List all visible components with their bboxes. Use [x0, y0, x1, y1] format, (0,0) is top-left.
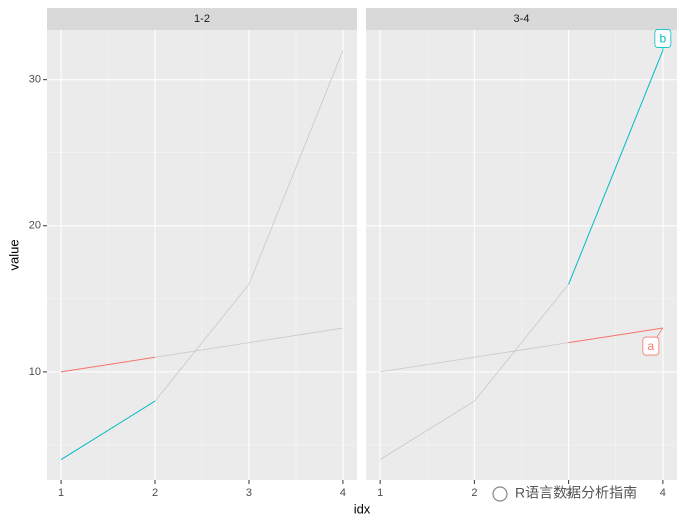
x-tick-label: 2 — [152, 487, 158, 499]
strip-title: 3-4 — [514, 13, 530, 25]
series-line — [568, 327, 663, 344]
series-line — [568, 50, 664, 285]
series-line — [61, 356, 156, 373]
y-tick-label: 10 — [29, 366, 41, 378]
watermark: R语言数据分析指南 — [515, 485, 637, 501]
label-box — [642, 336, 660, 356]
strip — [47, 8, 357, 30]
watermark-icon — [492, 486, 508, 502]
x-tick-label: 2 — [471, 487, 477, 499]
x-axis-title: idx — [354, 501, 371, 516]
strip-title: 1-2 — [194, 13, 210, 25]
x-tick-label: 1 — [58, 487, 64, 499]
x-tick-label: 4 — [660, 487, 666, 499]
label-box — [654, 29, 672, 48]
x-tick-label: 3 — [566, 487, 572, 499]
y-tick-label: 20 — [29, 220, 41, 232]
x-tick-label: 1 — [377, 487, 383, 499]
x-tick-label: 4 — [340, 487, 346, 499]
series-line — [60, 400, 156, 460]
y-tick-label: 30 — [29, 74, 41, 86]
strip — [366, 8, 677, 30]
series-label: a — [648, 339, 655, 353]
y-axis-title: value — [6, 239, 21, 270]
series-label: b — [660, 32, 667, 46]
x-tick-label: 3 — [246, 487, 252, 499]
